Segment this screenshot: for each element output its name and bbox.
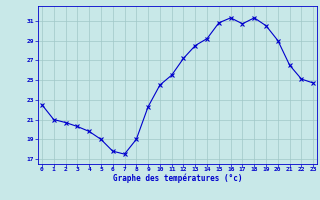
X-axis label: Graphe des températures (°c): Graphe des températures (°c) — [113, 174, 242, 183]
